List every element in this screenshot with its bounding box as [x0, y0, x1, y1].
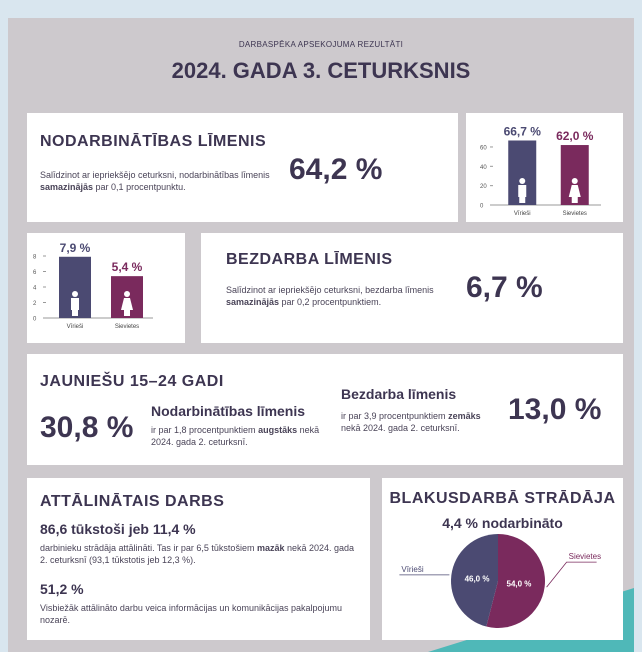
subtitle: DARBASPĒKA APSEKOJUMA REZULTĀTI	[238, 40, 404, 49]
person-icon	[72, 291, 78, 297]
chart-card: 0 20 40 60 66,7 % Vīrieši 62,0 % Sievietes	[466, 113, 623, 222]
person-icon	[571, 178, 578, 184]
person-icon	[72, 310, 78, 316]
employment-card: NODARBINĀTĪBAS LĪMENIS Salīdzinot ar iep…	[27, 113, 458, 222]
y-tick-label: 8	[33, 255, 37, 261]
pie-slice	[451, 534, 498, 627]
label: Nodarbinātības līmenis	[151, 403, 306, 419]
text: Salīdzinot ar iepriekšējo ceturksni, nod…	[40, 170, 270, 180]
leader-line	[546, 561, 597, 588]
text: ir par 3,9 procentpunktiem	[341, 411, 449, 421]
value-label: 54,0 %	[507, 580, 532, 589]
value-label: 66,7 %	[504, 124, 542, 138]
text: par 0,2 procentpunktiem.	[279, 297, 382, 307]
person-icon	[519, 178, 526, 184]
headline: 86,6 tūkstoši jeb 11,4 %	[40, 521, 196, 537]
pie-chart: 54,0 % Sievietes 46,0 % Vīrieši	[399, 534, 601, 628]
youth-card: JAUNIEŠU 15–24 GADI 30,8 % Nodarbinātība…	[27, 354, 623, 465]
card-text: Salīdzinot ar iepriekšējo ceturksni, bez…	[226, 284, 446, 308]
bar-chart: 0 2 4 6 8 7,9 % Vīrieši 5,4 % Sievietes	[33, 241, 153, 330]
person-icon	[124, 291, 130, 297]
text: ir par 1,8 procentpunktiem	[151, 425, 259, 435]
y-tick-label: 4	[33, 286, 37, 292]
y-tick-label: 60	[480, 145, 487, 151]
subtitle: 4,4 % nodarbināto	[442, 515, 563, 531]
card-text: Salīdzinot ar iepriekšējo ceturksni, nod…	[40, 169, 280, 193]
x-tick-label: Vīrieši	[514, 211, 531, 217]
remote-card: ATTĀLINĀTAIS DARBS 86,6 tūkstoši jeb 11,…	[27, 478, 370, 640]
side-job-card: BLAKUSDARBĀ STRĀDĀJA 4,4 % nodarbināto 5…	[382, 478, 623, 640]
legend-label: Vīrieši	[401, 565, 423, 574]
text: ir par 3,9 procentpunktiem zemāks nekā 2…	[341, 410, 501, 434]
person-icon	[571, 197, 578, 203]
card-title: NODARBINĀTĪBAS LĪMENIS	[40, 133, 267, 150]
text: ir par 1,8 procentpunktiem augstāks nekā…	[151, 424, 321, 448]
person-icon	[71, 298, 79, 310]
y-tick-label: 0	[480, 204, 484, 210]
y-tick-label: 2	[33, 301, 37, 307]
chart-card: 0 2 4 6 8 7,9 % Vīrieši 5,4 % Sievietes	[27, 233, 185, 343]
card-title: ATTĀLINĀTAIS DARBS	[40, 493, 225, 510]
person-icon	[519, 197, 526, 203]
x-tick-label: Sievietes	[563, 211, 587, 217]
value-label: 62,0 %	[556, 129, 594, 143]
card-title: BEZDARBA LĪMENIS	[226, 251, 393, 268]
card-title: JAUNIEŠU 15–24 GADI	[40, 373, 224, 390]
share: 51,2 %	[40, 581, 84, 597]
legend-label: Sievietes	[569, 552, 601, 561]
person-icon	[568, 185, 581, 197]
title: 2024. GADA 3. CETURKSNIS	[171, 58, 471, 83]
text-bold: samazinājās	[40, 182, 94, 192]
x-tick-label: Sievietes	[115, 324, 139, 330]
text: nekā 2024. gada 2. ceturksnī (93,1 tūkst…	[40, 543, 355, 565]
text-bold: zemāks	[448, 411, 481, 421]
text-bold: samazinājās	[226, 297, 280, 307]
text: Visbiežāk attālināto darbu veica informā…	[40, 603, 342, 625]
text: nekā 2024. gada 2. ceturksnī.	[151, 425, 320, 447]
value-label: 7,9 %	[60, 241, 91, 255]
text-bold: augstāks	[258, 425, 298, 435]
value: 13,0 %	[508, 393, 602, 426]
unemployment-card: BEZDARBA LĪMENIS Salīdzinot ar iepriekšē…	[201, 233, 623, 343]
person-icon	[121, 298, 133, 310]
y-tick-label: 0	[33, 317, 37, 323]
value: 64,2 %	[289, 153, 383, 186]
value-label: 46,0 %	[465, 574, 490, 583]
value: 6,7 %	[466, 271, 543, 304]
pie-slice	[486, 534, 545, 628]
text-bold: mazāk	[256, 543, 285, 553]
text: darbinieku strādāja attālināti. Tas ir p…	[40, 543, 257, 553]
bar-chart: 0 20 40 60 66,7 % Vīrieši 62,0 % Sievietes	[480, 124, 601, 217]
card-title: BLAKUSDARBĀ STRĀDĀJA	[389, 490, 616, 507]
text: par 0,1 procentpunktu.	[93, 182, 186, 192]
person-icon	[124, 310, 130, 316]
text: darbinieku strādāja attālināti. Tas ir p…	[40, 542, 360, 566]
y-tick-label: 40	[480, 165, 487, 171]
person-icon	[518, 185, 527, 197]
text: Salīdzinot ar iepriekšējo ceturksni, bez…	[226, 285, 434, 295]
value: 30,8 %	[40, 411, 134, 444]
text: nekā 2024. gada 2. ceturksnī.	[341, 423, 460, 433]
y-tick-label: 20	[480, 184, 487, 190]
x-tick-label: Vīrieši	[67, 324, 84, 330]
y-tick-label: 6	[33, 270, 37, 276]
value-label: 5,4 %	[112, 260, 143, 274]
label: Bezdarba līmenis	[341, 386, 457, 402]
